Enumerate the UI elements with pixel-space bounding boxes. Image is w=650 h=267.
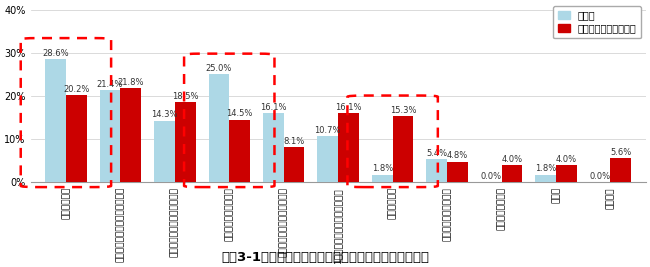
- Text: 16.1%: 16.1%: [260, 103, 287, 112]
- Bar: [284, 147, 304, 182]
- Text: 1.8%: 1.8%: [372, 164, 393, 173]
- Bar: [536, 175, 556, 182]
- Bar: [317, 136, 338, 182]
- Text: 1.8%: 1.8%: [535, 164, 556, 173]
- Text: 14.3%: 14.3%: [151, 110, 177, 119]
- Text: 25.0%: 25.0%: [206, 64, 232, 73]
- Text: 15.3%: 15.3%: [390, 106, 416, 115]
- Bar: [263, 113, 284, 182]
- Bar: [229, 120, 250, 182]
- Text: 18.5%: 18.5%: [172, 92, 198, 101]
- Bar: [610, 158, 631, 182]
- Text: 10.7%: 10.7%: [315, 126, 341, 135]
- Text: 4.0%: 4.0%: [501, 155, 523, 164]
- Bar: [556, 165, 577, 182]
- Bar: [66, 95, 86, 182]
- Text: 4.8%: 4.8%: [447, 151, 468, 160]
- Bar: [426, 159, 447, 182]
- Legend: 片栗粉, 介護用とろみ調整食品: 片栗粉, 介護用とろみ調整食品: [553, 6, 641, 38]
- Text: 14.5%: 14.5%: [226, 109, 253, 119]
- Text: 16.1%: 16.1%: [335, 103, 362, 112]
- Bar: [120, 88, 141, 182]
- Bar: [99, 90, 120, 182]
- Bar: [46, 59, 66, 182]
- Text: 8.1%: 8.1%: [283, 137, 305, 146]
- Text: 21.4%: 21.4%: [97, 80, 124, 89]
- Text: 4.0%: 4.0%: [556, 155, 577, 164]
- Text: 0.0%: 0.0%: [480, 172, 502, 181]
- Text: 21.8%: 21.8%: [118, 78, 144, 87]
- Bar: [502, 165, 522, 182]
- Text: 5.4%: 5.4%: [426, 149, 447, 158]
- Text: 28.6%: 28.6%: [42, 49, 69, 57]
- Bar: [372, 175, 393, 182]
- Text: 20.2%: 20.2%: [63, 85, 90, 94]
- Bar: [154, 121, 175, 182]
- Text: 0.0%: 0.0%: [590, 172, 610, 181]
- Bar: [447, 162, 468, 182]
- Bar: [209, 74, 229, 182]
- Bar: [175, 103, 196, 182]
- Text: 資料3-1　飲み物にとろみをつける上で困っていること: 資料3-1 飲み物にとろみをつける上で困っていること: [221, 251, 429, 264]
- Bar: [338, 113, 359, 182]
- Text: 5.6%: 5.6%: [610, 148, 631, 157]
- Bar: [393, 116, 413, 182]
